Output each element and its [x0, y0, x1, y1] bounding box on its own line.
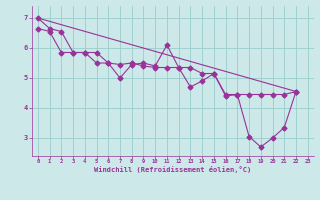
- X-axis label: Windchill (Refroidissement éolien,°C): Windchill (Refroidissement éolien,°C): [94, 166, 252, 173]
